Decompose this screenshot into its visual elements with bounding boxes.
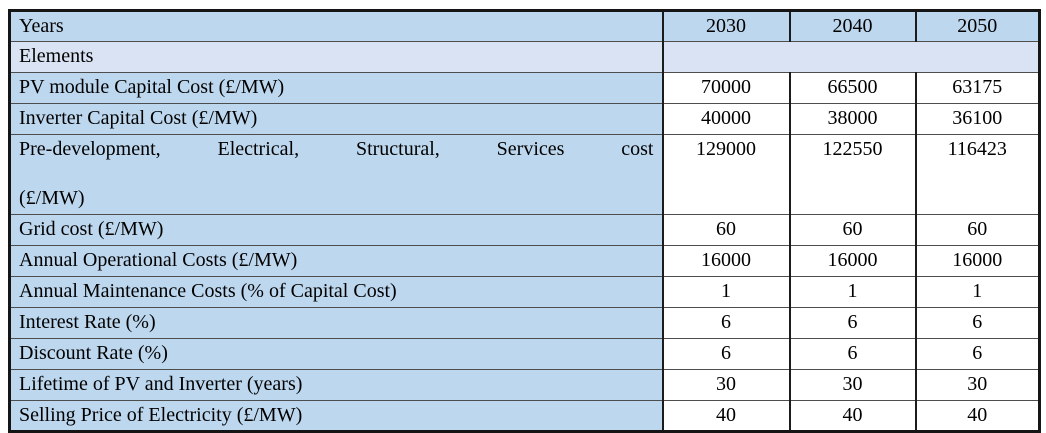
cell-value: 116423	[914, 134, 1041, 215]
cell-value: 1	[661, 275, 791, 308]
row-label: Lifetime of PV and Inverter (years)	[8, 368, 664, 401]
cell-value: 63175	[914, 72, 1041, 105]
row-label-line-2: (£/MW)	[19, 187, 85, 210]
elements-row: Elements	[8, 41, 1041, 74]
cell-value: 70000	[661, 72, 791, 105]
table-header-row: Years 2030 2040 2050	[8, 9, 1041, 43]
cell-value: 129000	[661, 134, 791, 215]
cell-value: 30	[661, 368, 791, 401]
years-header-label: Years	[8, 9, 664, 43]
table-row: Grid cost (£/MW) 60 60 60	[8, 213, 1041, 246]
cell-value: 16000	[788, 244, 917, 277]
table-row: Inverter Capital Cost (£/MW) 40000 38000…	[8, 103, 1041, 136]
row-label: Interest Rate (%)	[8, 306, 664, 339]
cell-value: 16000	[661, 244, 791, 277]
table-row: PV module Capital Cost (£/MW) 70000 6650…	[8, 72, 1041, 105]
row-label: Discount Rate (%)	[8, 337, 664, 370]
cell-value: 36100	[914, 103, 1041, 136]
cell-value: 6	[914, 337, 1041, 370]
table-row: Lifetime of PV and Inverter (years) 30 3…	[8, 368, 1041, 401]
cell-value: 16000	[914, 244, 1041, 277]
table-row: Annual Maintenance Costs (% of Capital C…	[8, 275, 1041, 308]
cell-value: 30	[788, 368, 917, 401]
year-column-header-2050: 2050	[914, 9, 1041, 43]
cell-value: 122550	[788, 134, 917, 215]
row-label: Selling Price of Electricity (£/MW)	[8, 399, 664, 432]
table-row: Interest Rate (%) 6 6 6	[8, 306, 1041, 339]
table-row: Selling Price of Electricity (£/MW) 40 4…	[8, 399, 1041, 432]
cell-value: 1	[914, 275, 1041, 308]
cell-value: 60	[661, 213, 791, 246]
row-label: Pre-development, Electrical, Structural,…	[8, 134, 664, 215]
cell-value: 6	[661, 337, 791, 370]
table-row: Annual Operational Costs (£/MW) 16000 16…	[8, 244, 1041, 277]
row-label: Inverter Capital Cost (£/MW)	[8, 103, 664, 136]
cell-value: 6	[788, 337, 917, 370]
cell-value: 30	[914, 368, 1041, 401]
cell-value: 1	[788, 275, 917, 308]
pv-cost-assumptions-table: Years 2030 2040 2050 Elements PV module …	[8, 9, 1041, 433]
cell-value: 66500	[788, 72, 917, 105]
cell-value: 60	[914, 213, 1041, 246]
row-label: Annual Maintenance Costs (% of Capital C…	[8, 275, 664, 308]
cell-value: 6	[788, 306, 917, 339]
elements-label: Elements	[8, 41, 664, 74]
cell-value: 40	[661, 399, 791, 432]
row-label-line-1: Pre-development, Electrical, Structural,…	[19, 138, 654, 161]
cell-value: 40	[914, 399, 1041, 432]
year-column-header-2030: 2030	[661, 9, 791, 43]
row-label: Grid cost (£/MW)	[8, 213, 664, 246]
cell-value: 40	[788, 399, 917, 432]
table-row: Discount Rate (%) 6 6 6	[8, 337, 1041, 370]
elements-merged-cell	[661, 41, 1041, 74]
row-label: PV module Capital Cost (£/MW)	[8, 72, 664, 105]
cell-value: 6	[914, 306, 1041, 339]
cell-value: 60	[788, 213, 917, 246]
table-row: Pre-development, Electrical, Structural,…	[8, 134, 1041, 215]
cell-value: 40000	[661, 103, 791, 136]
row-label: Annual Operational Costs (£/MW)	[8, 244, 664, 277]
year-column-header-2040: 2040	[788, 9, 917, 43]
cell-value: 6	[661, 306, 791, 339]
cell-value: 38000	[788, 103, 917, 136]
